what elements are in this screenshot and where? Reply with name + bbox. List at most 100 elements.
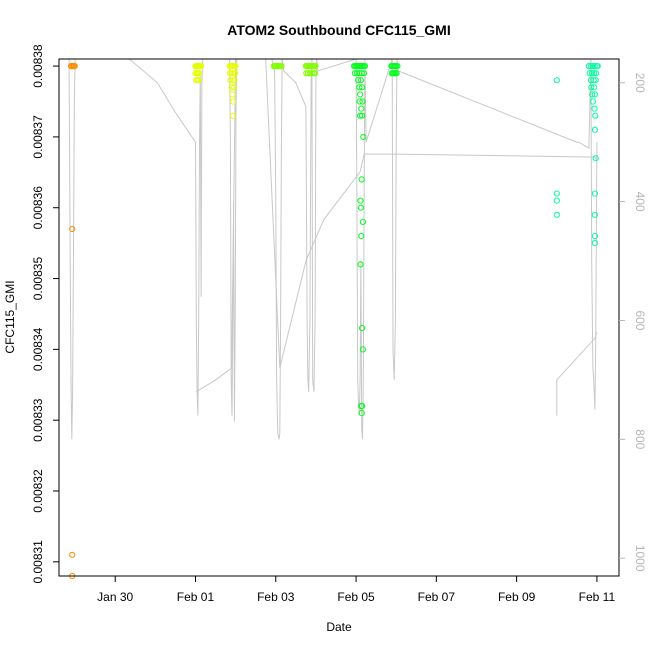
data-point-flight4-23 <box>357 112 364 119</box>
data-point-flight4-15 <box>355 77 362 84</box>
y-tick-label: 0.00836 <box>31 186 45 230</box>
data-point-flight5-0 <box>553 77 560 84</box>
data-point-flight4-42 <box>394 63 401 70</box>
right-pressure-axis: 200 400 600 800 1000 <box>619 73 647 572</box>
data-point-flight3-18 <box>304 70 311 77</box>
data-point-flight2-20 <box>232 63 239 70</box>
data-point-flight4-31 <box>357 261 364 268</box>
data-point-flight5-19 <box>589 91 596 98</box>
data-points <box>67 63 601 580</box>
data-point-flight4-20 <box>359 98 366 105</box>
data-point-flight5-23 <box>592 112 599 119</box>
x-tick-label: Feb 05 <box>337 590 375 604</box>
x-tick-label: Feb 01 <box>177 590 215 604</box>
data-point-flight4-9 <box>361 63 368 70</box>
data-point-flight4-32 <box>359 325 366 332</box>
data-point-flight4-19 <box>357 91 364 98</box>
y-tick-label: 0.00838 <box>31 44 45 88</box>
x-tick-label: Jan 30 <box>97 590 133 604</box>
data-point-flight3-22 <box>312 70 319 77</box>
x-axis: Jan 30 Feb 01 Feb 03 Feb 05 Feb 07 Feb 09 Feb … <box>97 576 615 604</box>
data-point-flight4-30 <box>358 233 365 240</box>
data-point-flight2-22 <box>228 70 235 77</box>
data-point-flight4-33 <box>359 346 366 353</box>
y-axis: 0.00831 0.00832 0.00833 0.00834 0.00835 0.008… <box>31 44 59 584</box>
data-point-flight5-10 <box>586 70 593 77</box>
data-point-flight5-13 <box>593 70 600 77</box>
y-tick-label: 0.00831 <box>31 540 45 584</box>
data-point-flight5-22 <box>591 105 598 112</box>
data-point-flight5-3 <box>553 211 560 218</box>
x-tick-label: Feb 09 <box>498 590 536 604</box>
data-point-flight5-5 <box>587 63 595 70</box>
data-point-flight4-14 <box>361 70 368 77</box>
pressure-trace-line-3 <box>265 58 598 369</box>
data-point-flight4-16 <box>357 77 364 84</box>
data-point-flight4-24 <box>359 112 366 119</box>
y2-tick-label: 400 <box>633 192 647 212</box>
pressure-trace-line-2 <box>196 58 237 393</box>
x-tick-label: Feb 07 <box>418 590 456 604</box>
y-tick-label: 0.00837 <box>31 115 45 159</box>
data-point-flight3-7 <box>278 63 285 70</box>
y-axis-label: CFC115_GMI <box>3 280 17 353</box>
data-point-flight4-27 <box>357 197 364 204</box>
data-point-flight3-20 <box>308 70 315 77</box>
data-point-flight5-7 <box>591 63 599 70</box>
data-point-flight5-2 <box>553 197 560 204</box>
data-point-flight4-46 <box>389 70 397 77</box>
data-point-flight2-7 <box>198 63 205 70</box>
data-point-flight5-4 <box>585 63 593 70</box>
x-axis-label: Date <box>326 620 352 634</box>
data-point-flight4-18 <box>359 84 366 91</box>
y2-tick-label: 800 <box>633 429 647 449</box>
data-point-flight1-6 <box>69 551 76 558</box>
plot-frame <box>58 58 620 577</box>
data-point-flight2-31 <box>230 98 237 105</box>
data-point-flight5-29 <box>591 240 599 247</box>
data-point-flight5-11 <box>589 70 596 77</box>
y-tick-label: 0.00834 <box>31 327 45 371</box>
data-point-flight5-16 <box>592 77 599 84</box>
data-point-flight2-27 <box>231 77 238 84</box>
data-point-flight2-30 <box>229 91 236 98</box>
data-point-flight5-18 <box>591 84 598 91</box>
data-point-flight4-29 <box>359 218 366 225</box>
x-tick-label: Feb 03 <box>257 590 295 604</box>
y-tick-label: 0.00832 <box>31 469 45 513</box>
data-point-flight4-47 <box>392 70 399 77</box>
data-point-flight5-20 <box>591 91 599 98</box>
data-point-flight5-24 <box>591 126 599 133</box>
y2-tick-label: 1000 <box>633 545 647 572</box>
data-point-flight5-28 <box>591 233 599 240</box>
data-point-flight2-32 <box>229 112 236 119</box>
data-point-flight4-17 <box>356 84 363 91</box>
data-point-flight2-14 <box>195 77 202 84</box>
y-tick-label: 0.00833 <box>31 398 45 442</box>
data-point-flight4-28 <box>357 204 364 211</box>
data-point-flight5-27 <box>591 211 599 218</box>
data-point-flight4-21 <box>356 98 363 105</box>
data-point-flight2-29 <box>230 84 238 91</box>
data-point-flight5-1 <box>553 190 560 197</box>
data-point-flight1-4 <box>71 63 78 70</box>
data-point-flight5-26 <box>591 190 599 197</box>
data-point-flight4-13 <box>358 70 365 77</box>
x-tick-label: Feb 11 <box>579 590 616 604</box>
data-point-flight4-10 <box>351 70 358 77</box>
data-point-flight2-24 <box>232 70 239 77</box>
data-point-flight2-28 <box>228 84 235 91</box>
data-point-flight4-25 <box>360 133 367 140</box>
pressure-trace-line-4 <box>556 332 598 416</box>
data-point-flight5-17 <box>588 84 595 91</box>
data-point-flight1-5 <box>69 225 76 233</box>
y2-tick-label: 600 <box>633 310 647 330</box>
data-point-flight5-21 <box>589 98 597 105</box>
data-point-flight4-26 <box>358 176 365 183</box>
data-point-flight2-25 <box>227 77 234 84</box>
data-point-flight4-22 <box>358 105 365 112</box>
y-tick-label: 0.00835 <box>31 257 45 301</box>
data-point-flight5-9 <box>594 63 601 70</box>
